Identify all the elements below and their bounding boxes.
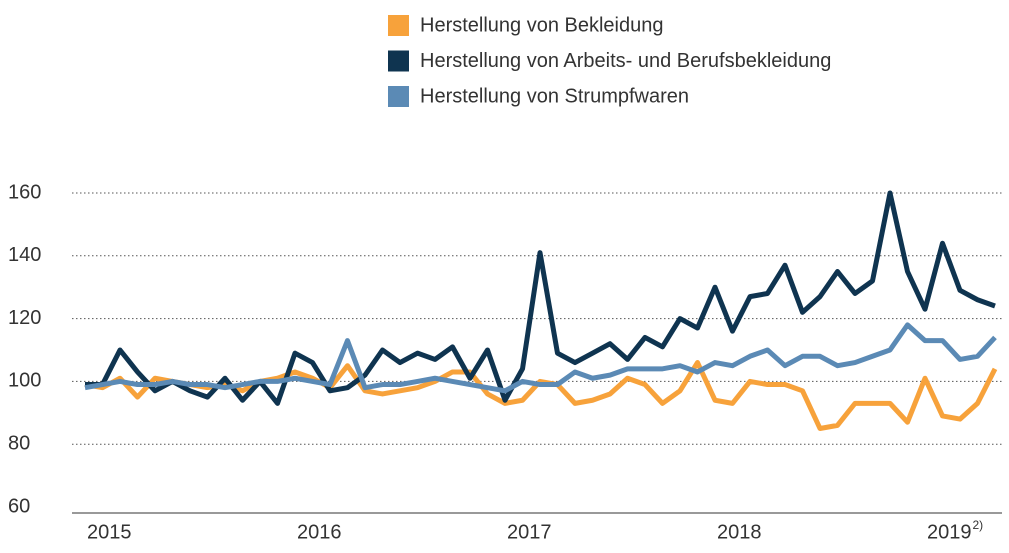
series-line bbox=[84, 360, 998, 431]
legend-label: Herstellung von Bekleidung bbox=[420, 14, 664, 36]
series-line bbox=[85, 190, 996, 406]
x-tick-label: 2015 bbox=[87, 521, 132, 543]
y-tick-label: 80 bbox=[8, 432, 30, 454]
legend-swatch bbox=[388, 86, 409, 107]
legend-swatch bbox=[388, 50, 409, 72]
x-tick-label: 2018 bbox=[717, 521, 762, 543]
x-tick-label: 2017 bbox=[507, 521, 552, 543]
legend-label: Herstellung von Strumpfwaren bbox=[420, 85, 689, 107]
y-tick-label: 120 bbox=[8, 307, 41, 329]
series-line bbox=[84, 322, 997, 394]
y-tick-label: 60 bbox=[8, 495, 30, 517]
legend-label: Herstellung von Arbeits- und Berufsbekle… bbox=[420, 50, 831, 72]
x-tick-label: 2019 bbox=[927, 521, 972, 543]
x-label-note: 2) bbox=[973, 518, 984, 532]
y-tick-label: 100 bbox=[8, 370, 41, 392]
y-tick-label: 140 bbox=[8, 244, 41, 266]
legend-swatch bbox=[388, 15, 409, 36]
x-tick-label: 2016 bbox=[297, 521, 342, 543]
y-tick-label: 160 bbox=[8, 181, 41, 203]
